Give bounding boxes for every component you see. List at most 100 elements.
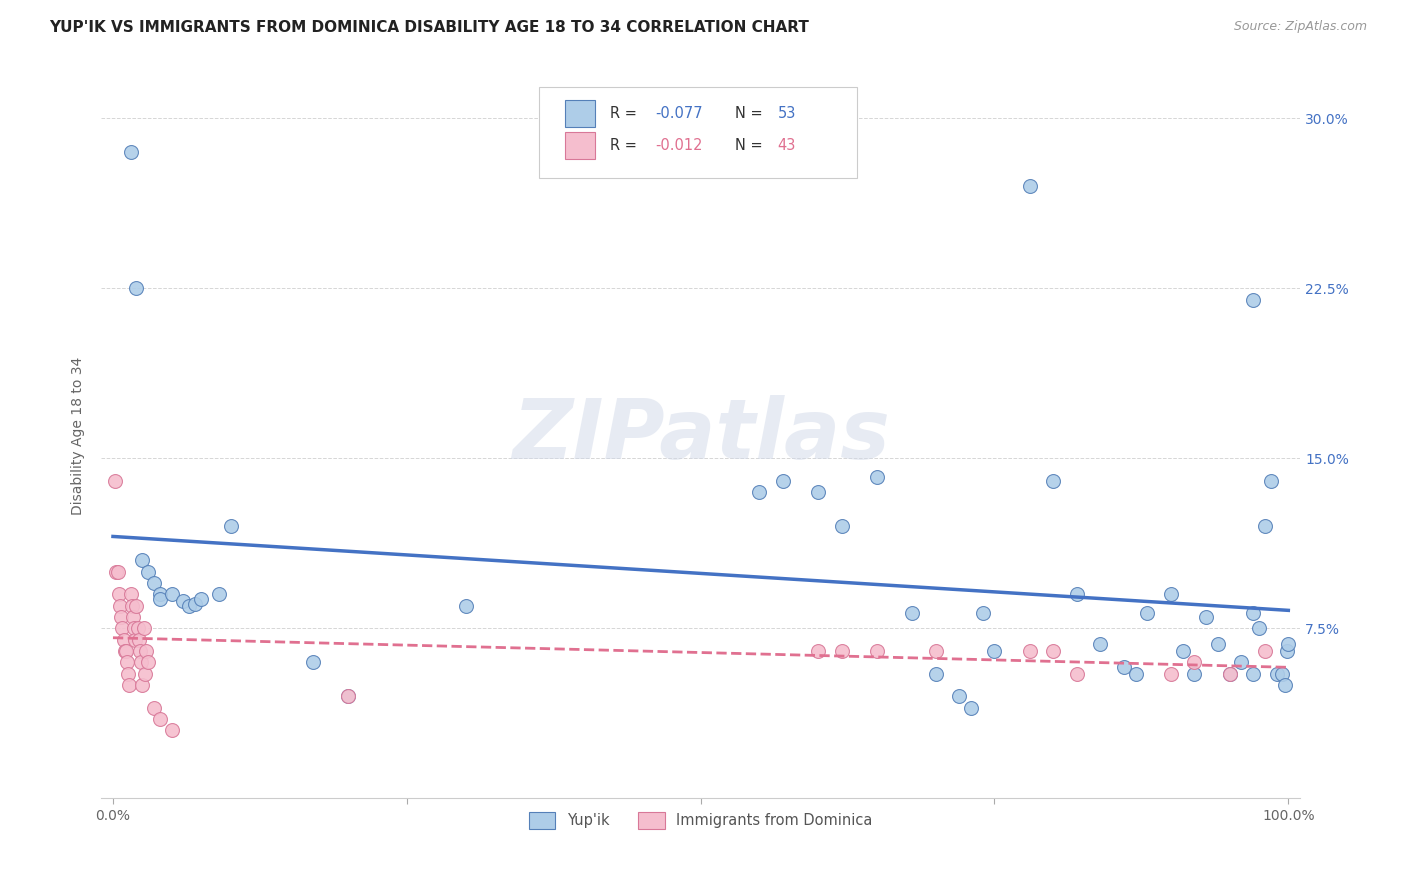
Point [115, 656, 138, 670]
Point [1277, 637, 1299, 651]
Text: N =: N = [735, 106, 768, 121]
Point [136, 656, 159, 670]
Point [1182, 666, 1205, 681]
Point [208, 587, 231, 601]
Point [901, 606, 924, 620]
Text: -0.012: -0.012 [655, 138, 703, 153]
Point [131, 678, 153, 692]
Point [1206, 637, 1229, 651]
Point [866, 469, 889, 483]
Point [1182, 656, 1205, 670]
Point [129, 644, 152, 658]
Point [143, 576, 166, 591]
Y-axis label: Disability Age 18 to 34: Disability Age 18 to 34 [72, 357, 86, 515]
Point [1160, 587, 1182, 601]
Point [866, 644, 889, 658]
Point [748, 485, 770, 500]
Point [1112, 660, 1135, 674]
Point [1254, 644, 1277, 658]
Text: R =: R = [610, 138, 641, 153]
Point [160, 587, 183, 601]
Point [110, 610, 132, 624]
Point [149, 712, 172, 726]
Point [972, 606, 994, 620]
Point [337, 690, 360, 704]
Point [960, 700, 983, 714]
Point [122, 610, 145, 624]
Point [107, 565, 129, 579]
FancyBboxPatch shape [565, 100, 595, 128]
Text: ZIPatlas: ZIPatlas [512, 395, 890, 476]
Point [149, 591, 172, 606]
Text: R =: R = [610, 106, 641, 121]
Text: 43: 43 [778, 138, 796, 153]
Point [121, 599, 143, 613]
Text: -0.077: -0.077 [655, 106, 703, 121]
Point [1066, 587, 1088, 601]
Point [1018, 179, 1040, 194]
Point [807, 644, 830, 658]
Point [190, 591, 212, 606]
Text: Source: ZipAtlas.com: Source: ZipAtlas.com [1233, 20, 1367, 33]
Point [1241, 606, 1264, 620]
Point [1219, 666, 1241, 681]
Point [1275, 644, 1298, 658]
Point [111, 622, 134, 636]
Point [1136, 606, 1159, 620]
Point [149, 587, 172, 601]
Point [122, 622, 145, 636]
Point [135, 644, 157, 658]
Point [1042, 474, 1064, 488]
Point [108, 599, 131, 613]
Point [125, 599, 148, 613]
Point [108, 587, 131, 601]
Point [112, 632, 135, 647]
Point [1195, 610, 1218, 624]
Point [983, 644, 1005, 658]
Point [807, 485, 830, 500]
Point [772, 474, 794, 488]
FancyBboxPatch shape [565, 132, 595, 160]
Point [1066, 666, 1088, 681]
Point [179, 599, 201, 613]
Point [948, 690, 970, 704]
Point [184, 597, 207, 611]
FancyBboxPatch shape [538, 87, 856, 178]
Point [925, 666, 948, 681]
Point [114, 644, 136, 658]
Point [1018, 644, 1040, 658]
Point [1271, 666, 1294, 681]
Point [124, 632, 146, 647]
Point [118, 678, 141, 692]
Legend: Yup'ik, Immigrants from Dominica: Yup'ik, Immigrants from Dominica [523, 806, 879, 835]
Point [120, 145, 142, 160]
Point [127, 622, 149, 636]
Point [136, 565, 159, 579]
Point [337, 690, 360, 704]
Point [301, 656, 323, 670]
Point [117, 666, 139, 681]
Point [831, 644, 853, 658]
Point [131, 553, 153, 567]
Point [1274, 678, 1296, 692]
Point [134, 666, 156, 681]
Point [1090, 637, 1112, 651]
Point [104, 474, 127, 488]
Point [1160, 666, 1182, 681]
Point [1260, 474, 1282, 488]
Text: 53: 53 [778, 106, 796, 121]
Point [1042, 644, 1064, 658]
Point [160, 723, 183, 738]
Point [128, 632, 150, 647]
Point [1241, 666, 1264, 681]
Text: N =: N = [735, 138, 768, 153]
Text: YUP'IK VS IMMIGRANTS FROM DOMINICA DISABILITY AGE 18 TO 34 CORRELATION CHART: YUP'IK VS IMMIGRANTS FROM DOMINICA DISAB… [49, 20, 808, 35]
Point [219, 519, 242, 533]
Point [1125, 666, 1147, 681]
Point [1265, 666, 1288, 681]
Point [454, 599, 477, 613]
Point [1219, 666, 1241, 681]
Point [129, 656, 152, 670]
Point [115, 644, 138, 658]
Point [1171, 644, 1194, 658]
